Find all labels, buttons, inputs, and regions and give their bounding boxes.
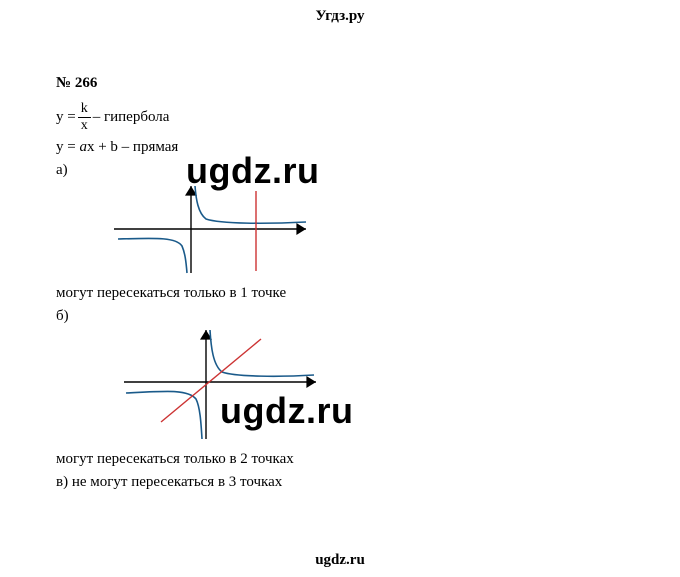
equation-1: y = k x – гипербола [56,102,680,133]
site-footer: ugdz.ru [0,552,680,569]
part-b-caption: могут пересекаться только в 2 точках [56,451,680,468]
part-b-label: б) [56,308,680,325]
part-c: в) не могут пересекаться в 3 точках [56,474,680,491]
part-a-label: а) [56,162,680,179]
part-a-caption: могут пересекаться только в 1 точке [56,285,680,302]
eq1-prefix: y = [56,109,76,126]
content: № 266 y = k x – гипербола y = ax + b – п… [0,25,680,491]
eq1-suffix: – гипербола [93,109,170,126]
eq1-numerator: k [78,102,91,118]
chart-b [106,327,680,447]
eq1-fraction: k x [78,102,91,133]
chart-a-svg [106,181,326,276]
site-header: Угдз.ру [0,0,680,25]
chart-a [106,181,680,281]
equation-2: y = ax + b – прямая [56,139,680,156]
eq1-denominator: x [78,118,91,133]
chart-b-svg [106,327,326,442]
problem-number: № 266 [56,75,680,92]
